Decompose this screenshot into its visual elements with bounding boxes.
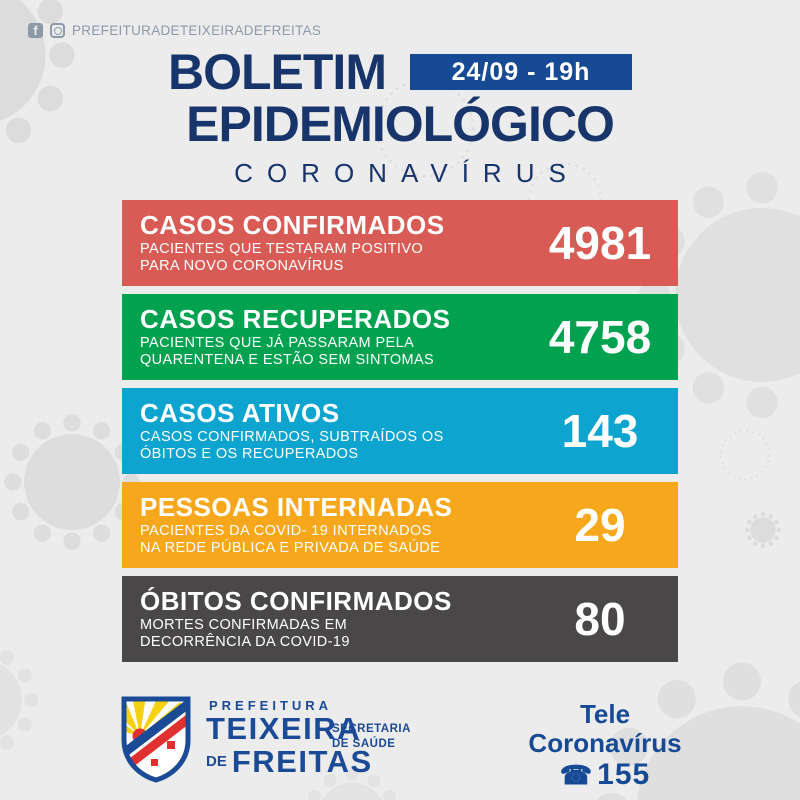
card-description: MORTES CONFIRMADAS EM DECORRÊNCIA DA COVI… — [140, 616, 350, 651]
stats-cards: CASOS CONFIRMADOS PACIENTES QUE TESTARAM… — [122, 200, 678, 662]
date-time-badge: 24/09 - 19h — [410, 54, 632, 90]
teixeira-de-freitas-crest-icon — [121, 696, 191, 783]
social-bar: f PREFEITURADETEIXEIRADEFREITAS — [28, 23, 321, 38]
logo-de-label: DE — [206, 752, 227, 770]
bulletin-title-line2: EPIDEMIOLÓGICO — [186, 96, 615, 152]
card-value: 4981 — [548, 217, 652, 269]
telephone-icon: ☎ — [559, 760, 593, 791]
bulletin-title-line1: BOLETIM — [168, 44, 387, 100]
card-title: PESSOAS INTERNADAS — [140, 491, 453, 522]
card-description: CASOS CONFIRMADOS, SUBTRAÍDOS OS ÓBITOS E… — [140, 428, 444, 463]
prefeitura-logo: PREFEITURA TEIXEIRA DE FREITAS — [116, 694, 373, 784]
logo-prefeitura-label: PREFEITURA — [209, 698, 333, 713]
hotline-number: 155 — [597, 758, 651, 792]
tele-coronavirus-block: Tele Coronavírus ☎ 155 — [515, 700, 695, 790]
card-value: 29 — [574, 499, 626, 551]
card-title: CASOS ATIVOS — [140, 397, 340, 428]
card-title: ÓBITOS CONFIRMADOS — [140, 585, 452, 616]
card-casos-ativos: CASOS ATIVOS CASOS CONFIRMADOS, SUBTRAÍD… — [122, 388, 678, 474]
card-description: PACIENTES QUE TESTARAM POSITIVO PARA NOVO… — [140, 240, 424, 275]
tele-label-line1: Tele — [579, 699, 631, 729]
card-value: 4758 — [548, 311, 652, 363]
facebook-icon: f — [28, 23, 43, 38]
instagram-icon — [50, 23, 65, 38]
card-casos-recuperados: CASOS RECUPERADOS PACIENTES QUE JÁ PASSA… — [122, 294, 678, 380]
secretaria-de-saude-label: SECRETARIA DE SAÚDE — [332, 723, 411, 750]
card-obitos-confirmados: ÓBITOS CONFIRMADOS MORTES CONFIRMADAS EM… — [122, 576, 678, 662]
card-title: CASOS RECUPERADOS — [140, 303, 451, 334]
logo-wordmark: PREFEITURA TEIXEIRA DE FREITAS — [206, 698, 373, 784]
card-title: CASOS CONFIRMADOS — [140, 209, 445, 240]
card-casos-confirmados: CASOS CONFIRMADOS PACIENTES QUE TESTARAM… — [122, 200, 678, 286]
logo-freitas-label: FREITAS — [231, 743, 373, 779]
bulletin-subtitle: CORONAVÍRUS — [234, 158, 580, 188]
title-block: BOLETIM 24/09 - 19h EPIDEMIOLÓGICO CORON… — [168, 47, 632, 189]
card-value: 80 — [574, 593, 626, 645]
social-handle: PREFEITURADETEIXEIRADEFREITAS — [72, 23, 322, 38]
card-description: PACIENTES QUE JÁ PASSARAM PELA QUARENTENA… — [140, 334, 435, 369]
card-pessoas-internadas: PESSOAS INTERNADAS PACIENTES DA COVID- 1… — [122, 482, 678, 568]
logo-teixeira-label: TEIXEIRA — [206, 711, 361, 746]
card-value: 143 — [561, 405, 639, 457]
card-description: PACIENTES DA COVID- 19 INTERNADOS NA REDE… — [140, 522, 441, 557]
tele-label-line2: Coronavírus — [528, 727, 682, 758]
